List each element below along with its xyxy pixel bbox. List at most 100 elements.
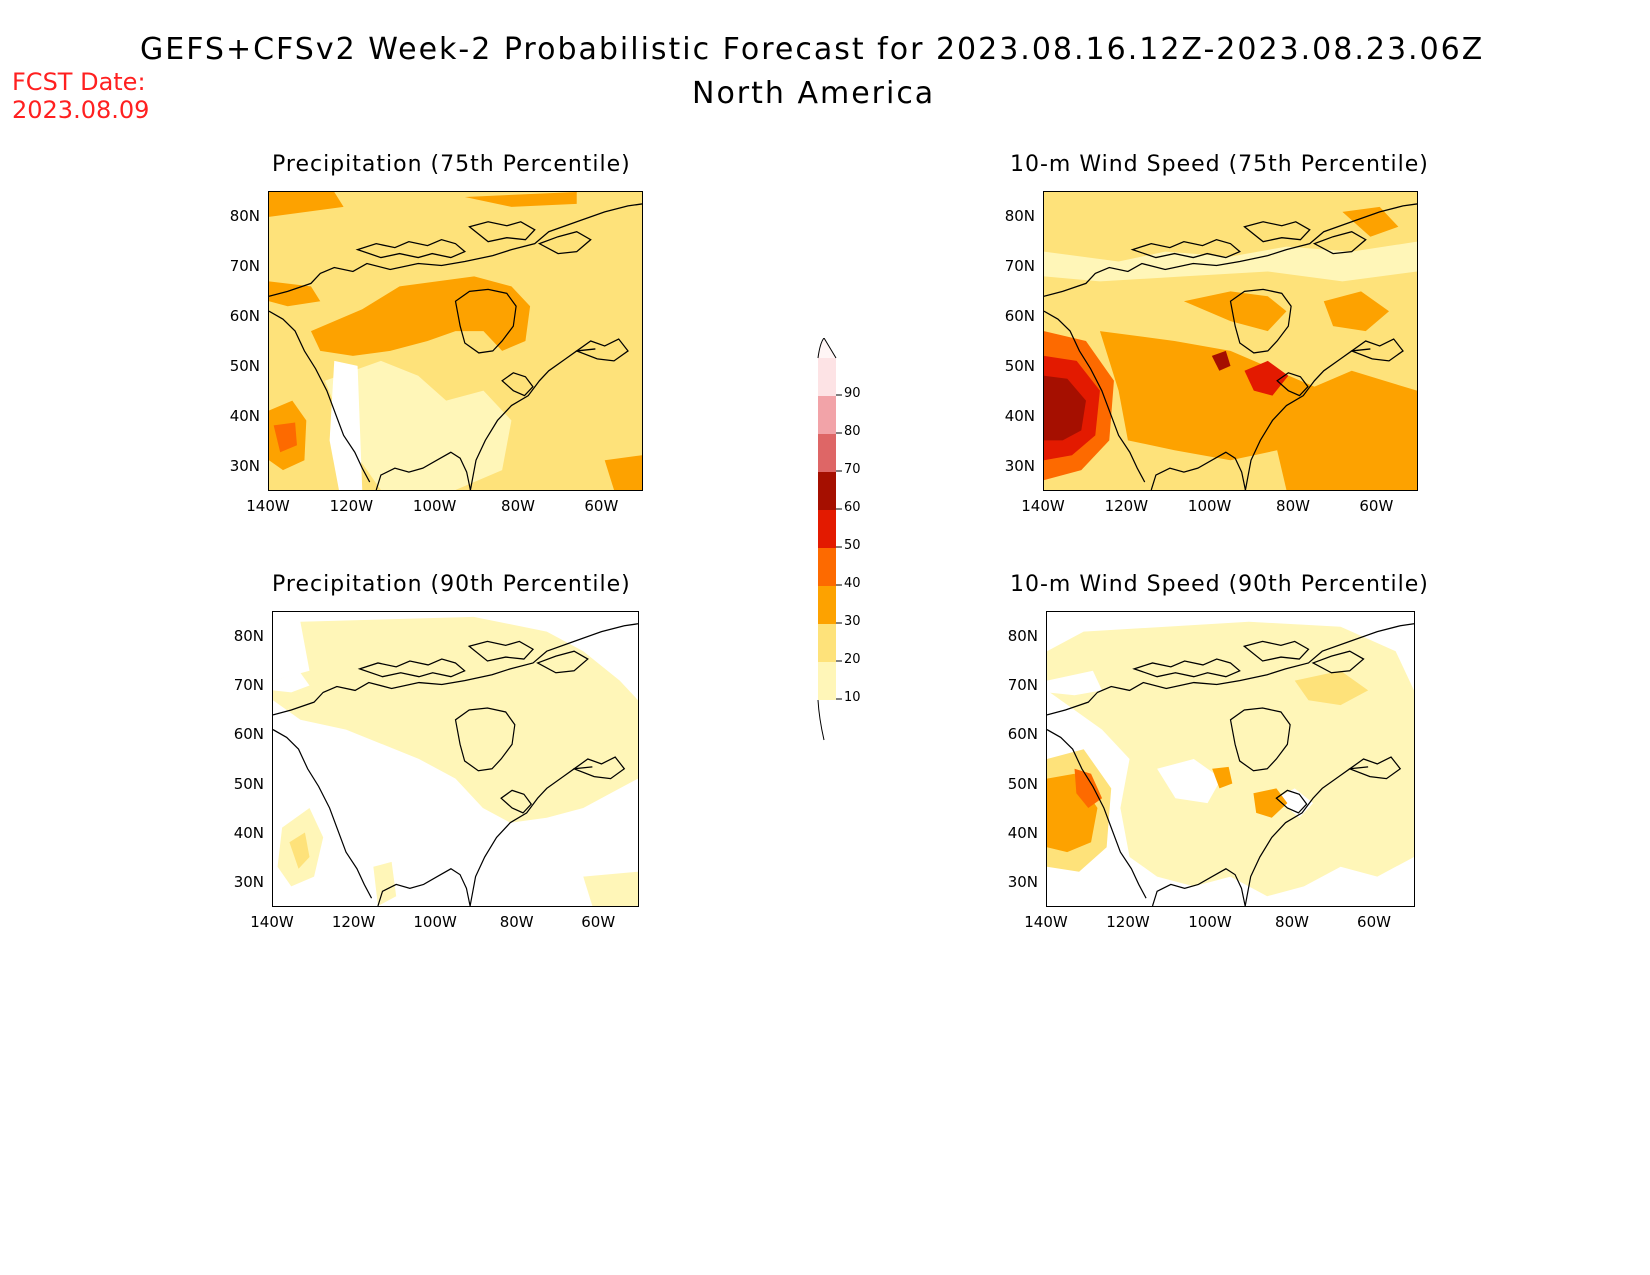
contour-region [576,331,642,421]
lon-tick-label: 80W [501,497,535,515]
wind-75-map [1043,191,1418,491]
colorbar-swatch [818,396,836,434]
colorbar-label: 90 [844,386,861,401]
contour-region [329,360,363,490]
coastline [454,707,516,772]
lat-tick-label: 60N [229,307,260,325]
contour-region [1211,350,1231,371]
lon-tick-label: 120W [1104,497,1149,515]
panel-title-precip-90: Precipitation (90th Percentile) [272,572,631,597]
contour-region [1044,375,1086,441]
map-canvas [1047,612,1414,906]
lon-tick-label: 60W [581,913,616,931]
colorbar-label: 40 [844,576,861,591]
colorbar-label: 60 [844,500,861,515]
colorbar-label: 10 [844,690,861,705]
lat-tick-label: 80N [229,207,260,225]
coastline [1044,203,1417,297]
contour-region [1294,670,1369,706]
coastline [454,288,517,354]
fcst-date-value: 2023.08.09 [12,96,150,124]
map-canvas [269,192,642,490]
coastline [269,310,371,483]
wind-90-map [1046,611,1415,907]
contour-region [1277,370,1417,490]
colorbar-label: 80 [844,424,861,439]
precip-90-map [272,611,639,907]
contour-region [464,192,577,207]
lat-tick-label: 80N [1004,207,1035,225]
coastline [1151,868,1246,906]
lon-tick-label: 120W [331,913,376,931]
lon-tick-label: 100W [412,497,457,515]
colorbar-label: 50 [844,538,861,553]
coastline [269,203,642,297]
colorbar-label: 30 [844,614,861,629]
lat-tick-label: 50N [233,774,264,793]
lat-tick-label: 60N [1004,307,1035,325]
lat-tick-label: 30N [1004,457,1035,475]
lon-tick-label: 60W [1357,913,1391,931]
main-title: GEFS+CFSv2 Week-2 Probabilistic Forecast… [140,32,1485,67]
lat-tick-label: 70N [233,676,264,694]
contour-region [1342,206,1399,237]
colorbar-swatch [818,510,836,548]
contour-region [583,871,638,906]
colorbar-graphic [817,337,842,741]
lon-tick-label: 60W [1359,497,1394,515]
contour-region [1157,759,1222,804]
contour-region [273,672,310,693]
coastline [355,239,467,259]
coastline [1242,640,1310,662]
lon-tick-label: 80W [1275,913,1309,931]
coastline [1229,288,1292,354]
coastline [1244,348,1371,490]
coastline [467,640,535,662]
lat-tick-label: 30N [233,873,264,892]
lat-tick-label: 40N [229,407,260,425]
coastline [1244,766,1369,906]
lat-tick-label: 30N [229,457,260,475]
coastline [575,338,629,362]
lat-tick-label: 70N [229,257,260,275]
lon-tick-label: 60W [584,497,619,515]
lat-tick-label: 40N [1004,407,1035,425]
contour-region [289,832,310,869]
colorbar-swatch [818,434,836,472]
lon-tick-label: 80W [499,913,534,931]
lat-tick-label: 50N [1004,357,1035,375]
lon-tick-label: 100W [1188,913,1232,931]
coastline [1150,451,1247,490]
coastline [1243,221,1311,243]
lat-tick-label: 80N [1007,626,1038,645]
coastline [469,348,596,490]
contour-region [373,861,397,906]
contour-region [324,360,512,490]
lat-tick-label: 70N [1004,257,1035,275]
coastline [1311,650,1365,674]
map-canvas [273,612,638,906]
coastline [1044,310,1146,483]
coastline [1229,707,1291,772]
colorbar-swatch [818,662,836,700]
colorbar-swatch [818,586,836,624]
coastline [468,221,536,243]
lat-tick-label: 60N [1007,725,1038,744]
region-subtitle: North America [692,76,936,111]
colorbar-swatch [818,358,836,396]
coastline [536,650,589,674]
lat-tick-label: 50N [229,357,260,375]
precip-75-map [268,191,643,491]
lon-tick-label: 80W [1276,497,1310,515]
colorbar-label: 70 [844,462,861,477]
coastline [357,658,466,678]
fcst-date-label: FCST Date: [12,68,146,96]
lat-tick-label: 40N [233,824,264,842]
colorbar-top-cap [817,337,837,359]
coastline [572,756,626,780]
contour-region [1244,360,1289,396]
contour-region [1212,766,1233,789]
coastline [1047,623,1414,716]
colorbar-swatch [818,624,836,662]
coastline [500,789,533,814]
